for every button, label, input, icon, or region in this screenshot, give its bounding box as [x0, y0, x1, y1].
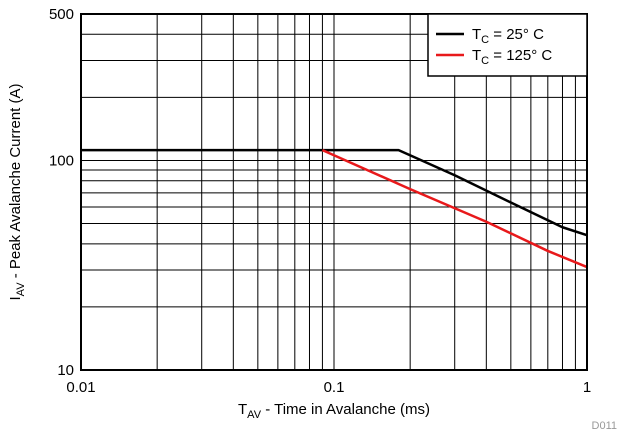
plot-frame	[80, 13, 588, 371]
x-tick-label-1: 0.1	[324, 379, 345, 396]
figure-id: D011	[592, 420, 617, 432]
x-tick-label-0: 0.01	[66, 379, 95, 396]
legend-label-0: TC = 25° C	[472, 26, 544, 46]
y-tick-label-0: 10	[57, 362, 74, 379]
legend-box	[427, 13, 588, 77]
x-tick-label-2: 1	[583, 379, 591, 396]
y-tick-label-2: 500	[49, 6, 74, 23]
series-line-0	[81, 148, 588, 237]
legend: TC = 25° CTC = 125° C	[427, 13, 588, 77]
grid	[81, 14, 587, 370]
x-axis-label: TAV - Time in Avalanche (ms)	[238, 401, 430, 421]
y-axis-label: IAV - Peak Avalanche Current (A)	[7, 83, 27, 300]
y-tick-label-1: 100	[49, 152, 74, 169]
series-layer	[81, 148, 588, 269]
x-tick-labels: 0.01 0.1 1	[66, 379, 591, 396]
legend-label-1: TC = 125° C	[472, 47, 552, 67]
series-line-1	[321, 149, 588, 269]
y-tick-labels: 10 100 500	[49, 6, 74, 379]
